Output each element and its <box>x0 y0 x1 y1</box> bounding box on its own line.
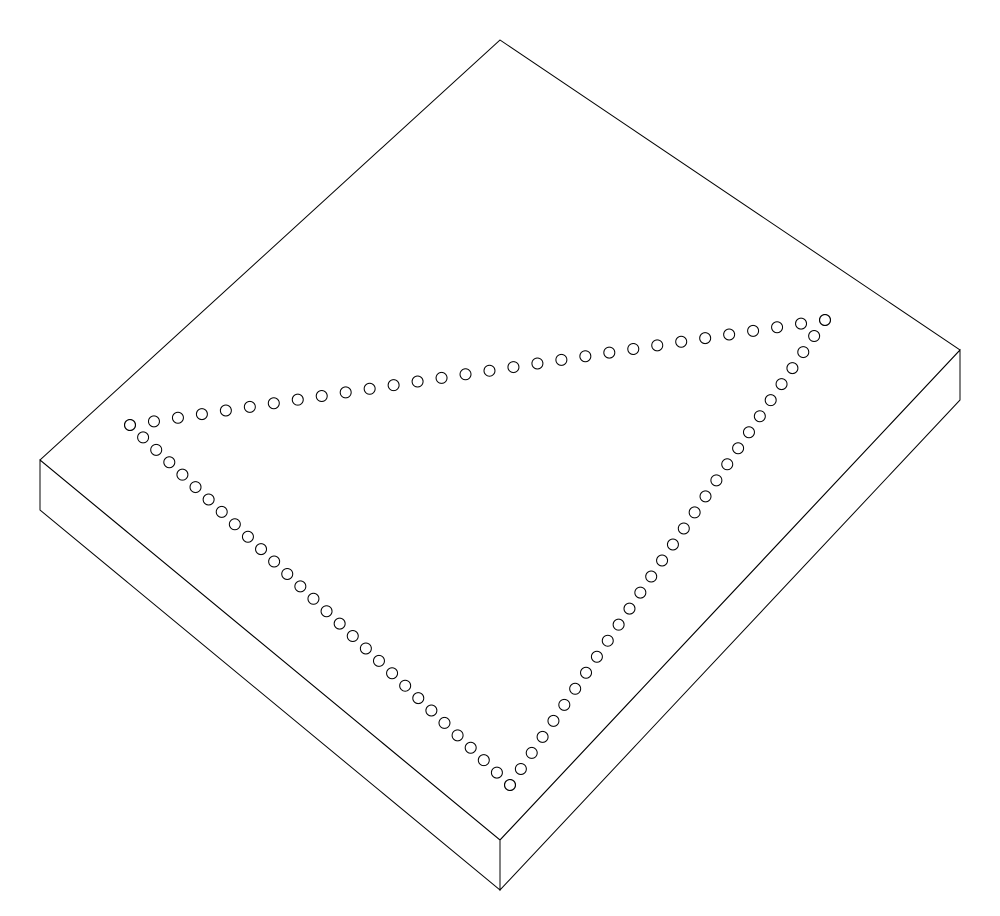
pattern-dot <box>203 494 214 505</box>
pattern-dot <box>465 742 476 753</box>
pattern-dot <box>678 523 689 534</box>
pattern-dot <box>484 365 495 376</box>
pattern-dot <box>809 331 820 342</box>
pattern-dot <box>292 394 303 405</box>
diagram-svg <box>0 0 1000 911</box>
pattern-dot <box>190 482 201 493</box>
pattern-dot <box>295 581 306 592</box>
pattern-dot <box>452 730 463 741</box>
pattern-dot <box>478 755 489 766</box>
pattern-dot <box>624 603 635 614</box>
pattern-dot <box>613 619 624 630</box>
pattern-dot <box>216 506 227 517</box>
pattern-dot <box>628 343 639 354</box>
pattern-dot <box>743 427 754 438</box>
pattern-dot <box>439 717 450 728</box>
pattern-dot <box>256 544 267 555</box>
pattern-dot <box>526 747 537 758</box>
pattern-dot <box>508 362 519 373</box>
pattern-dot <box>148 416 159 427</box>
pattern-dot <box>334 618 345 629</box>
pattern-dot <box>308 593 319 604</box>
pattern-dot <box>151 444 162 455</box>
pattern-dot <box>796 318 807 329</box>
pattern-dot <box>532 358 543 369</box>
pattern-dot <box>604 347 615 358</box>
pattern-dot <box>413 693 424 704</box>
pattern-dot <box>657 555 668 566</box>
pattern-dot <box>591 651 602 662</box>
pattern-dot <box>340 387 351 398</box>
isometric-slab-diagram <box>0 0 1000 911</box>
pattern-dot <box>360 643 371 654</box>
pattern-dot <box>722 459 733 470</box>
pattern-dot <box>164 457 175 468</box>
pattern-dot <box>676 336 687 347</box>
pattern-dot <box>177 469 188 480</box>
pattern-dot <box>772 322 783 333</box>
pattern-dot <box>282 568 293 579</box>
pattern-dot <box>400 680 411 691</box>
pattern-dot <box>505 780 516 791</box>
pattern-dot <box>711 475 722 486</box>
pattern-dot <box>754 411 765 422</box>
pattern-dot <box>229 519 240 530</box>
pattern-dot <box>700 333 711 344</box>
pattern-dot <box>548 715 559 726</box>
pattern-dot <box>321 606 332 617</box>
pattern-dot <box>388 380 399 391</box>
triangle-dot-pattern <box>125 315 831 791</box>
pattern-dot <box>580 351 591 362</box>
pattern-dot <box>347 631 358 642</box>
pattern-dot <box>820 315 831 326</box>
pattern-dot <box>244 401 255 412</box>
pattern-dot <box>733 443 744 454</box>
pattern-dot <box>125 420 136 431</box>
pattern-dot <box>426 705 437 716</box>
pattern-dot <box>436 372 447 383</box>
pattern-dot <box>798 347 809 358</box>
pattern-dot <box>537 731 548 742</box>
pattern-dot <box>635 587 646 598</box>
pattern-dot <box>776 379 787 390</box>
pattern-dot <box>667 539 678 550</box>
pattern-dot <box>581 667 592 678</box>
pattern-dot <box>220 405 231 416</box>
pattern-dot <box>364 383 375 394</box>
pattern-dot <box>559 699 570 710</box>
pattern-dot <box>646 571 657 582</box>
pattern-dot <box>387 668 398 679</box>
pattern-dot <box>556 354 567 365</box>
pattern-dot <box>515 763 526 774</box>
pattern-dot <box>138 432 149 443</box>
pattern-dot <box>700 491 711 502</box>
slab-outline <box>40 40 960 890</box>
pattern-dot <box>689 507 700 518</box>
pattern-dot <box>196 409 207 420</box>
pattern-dot <box>172 412 183 423</box>
pattern-dot <box>724 329 735 340</box>
pattern-dot <box>491 767 502 778</box>
pattern-dot <box>412 376 423 387</box>
pattern-dot <box>570 683 581 694</box>
pattern-dot <box>765 395 776 406</box>
pattern-dot <box>269 556 280 567</box>
pattern-dot <box>787 363 798 374</box>
pattern-dot <box>460 369 471 380</box>
pattern-dot <box>602 635 613 646</box>
pattern-dot <box>373 655 384 666</box>
pattern-dot <box>242 531 253 542</box>
pattern-dot <box>268 398 279 409</box>
pattern-dot <box>316 391 327 402</box>
pattern-dot <box>748 325 759 336</box>
pattern-dot <box>652 340 663 351</box>
